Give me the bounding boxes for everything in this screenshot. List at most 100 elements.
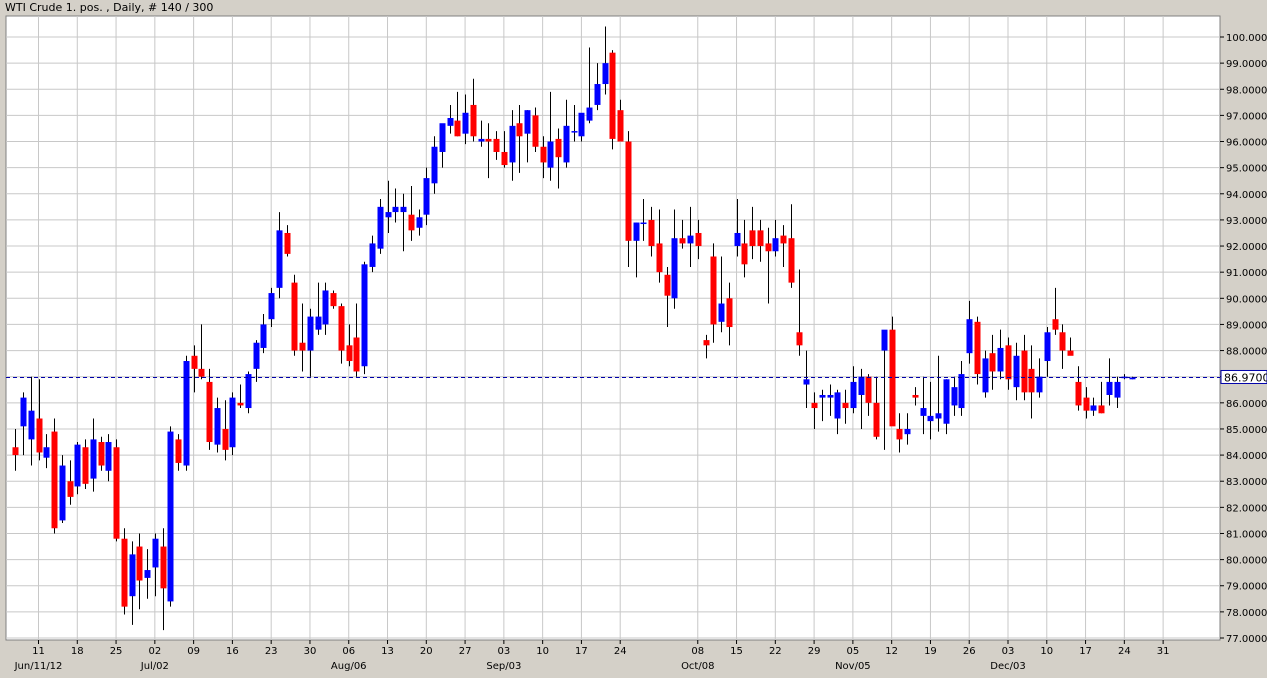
candle xyxy=(307,308,314,377)
x-tick-label: 20 xyxy=(420,646,433,657)
candle-body-down xyxy=(765,243,772,252)
candle-body-up xyxy=(385,212,392,218)
candle-body-up xyxy=(377,206,384,249)
candle xyxy=(625,131,632,267)
candle-body-up xyxy=(260,324,267,348)
candle xyxy=(144,549,151,599)
candle-body-up xyxy=(803,379,810,385)
candle-body-up xyxy=(439,123,446,152)
candle-body-up xyxy=(478,138,485,142)
candle xyxy=(594,63,601,111)
last-price-label: 86.9700 xyxy=(1224,371,1267,384)
candle xyxy=(423,167,430,226)
candle-body-down xyxy=(540,146,547,163)
candle xyxy=(974,316,981,385)
candle-body-up xyxy=(1036,376,1043,393)
candle-body-down xyxy=(695,232,702,247)
candle xyxy=(555,128,562,189)
candle-body-down xyxy=(353,337,360,372)
candle-body-down xyxy=(989,353,996,372)
candle xyxy=(811,392,818,429)
candle-body-up xyxy=(28,410,35,440)
candle xyxy=(12,428,19,471)
candle-body-down xyxy=(656,243,663,273)
candle xyxy=(400,193,407,252)
candle xyxy=(315,282,322,335)
candle xyxy=(718,256,725,333)
candle-body-up xyxy=(268,293,275,320)
candle-body-up xyxy=(586,107,593,121)
y-tick-label: 95.0000 xyxy=(1226,164,1267,175)
candle-body-up xyxy=(229,397,236,448)
x-tick-label: 03 xyxy=(497,646,510,657)
candle xyxy=(989,334,996,390)
candle xyxy=(338,303,345,364)
y-tick-label: 90.0000 xyxy=(1226,294,1267,305)
candle-body-down xyxy=(780,235,787,244)
candle xyxy=(416,209,423,236)
x-tick-label: 18 xyxy=(71,646,84,657)
y-tick-label: 100.0000 xyxy=(1226,33,1267,44)
y-tick-label: 86.0000 xyxy=(1226,399,1267,410)
x-tick-label: 27 xyxy=(459,646,472,657)
candle xyxy=(431,136,438,194)
x-tick-label: 31 xyxy=(1157,646,1170,657)
y-tick-label: 89.0000 xyxy=(1226,320,1267,331)
candle xyxy=(447,104,454,134)
candle-body-up xyxy=(997,347,1004,372)
candle xyxy=(640,199,647,241)
candle-body-down xyxy=(796,332,803,346)
candle xyxy=(656,209,663,283)
candle xyxy=(222,400,229,461)
candle xyxy=(687,206,694,267)
candle-body-up xyxy=(462,112,469,134)
candle xyxy=(741,219,748,278)
candle-body-down xyxy=(1098,405,1105,414)
candle-body-up xyxy=(571,131,578,133)
candle-body-up xyxy=(423,178,430,215)
candle-body-down xyxy=(648,219,655,247)
candle xyxy=(920,376,927,435)
y-tick-label: 97.0000 xyxy=(1226,111,1267,122)
candle-body-down xyxy=(67,481,74,497)
candle xyxy=(664,266,671,328)
y-tick-label: 77.0000 xyxy=(1226,634,1267,645)
candle-body-up xyxy=(850,381,857,409)
x-tick-label: 17 xyxy=(1079,646,1092,657)
y-tick-label: 84.0000 xyxy=(1226,451,1267,462)
candle-body-up xyxy=(509,125,516,163)
candle-body-down xyxy=(710,256,717,325)
candle-body-up xyxy=(966,319,973,354)
candle-body-down xyxy=(896,428,903,440)
candle-body-up xyxy=(827,394,834,398)
candle xyxy=(1114,376,1121,409)
x-tick-label: 12 xyxy=(885,646,898,657)
x-tick-label: 17 xyxy=(575,646,588,657)
candle-body-up xyxy=(834,392,841,419)
candle-body-down xyxy=(516,123,523,137)
candle xyxy=(1106,358,1113,406)
y-tick-label: 94.0000 xyxy=(1226,190,1267,201)
candle xyxy=(710,243,717,343)
candle xyxy=(788,204,795,288)
candle-body-down xyxy=(338,306,345,351)
candle xyxy=(780,225,787,267)
y-tick-label: 96.0000 xyxy=(1226,138,1267,149)
candle xyxy=(36,379,43,461)
x-tick-label: 13 xyxy=(381,646,394,657)
candle xyxy=(454,91,461,137)
candle xyxy=(547,91,554,181)
candle xyxy=(749,206,756,260)
candle-body-down xyxy=(726,298,733,328)
candle-body-down xyxy=(82,447,89,484)
candle xyxy=(291,274,298,356)
y-tick-label: 88.0000 xyxy=(1226,347,1267,358)
candle xyxy=(121,528,128,615)
candle xyxy=(912,387,919,406)
candle xyxy=(532,107,539,152)
candle xyxy=(51,418,58,534)
candles xyxy=(12,26,1136,631)
candle-body-down xyxy=(679,238,686,244)
month-label: Aug/06 xyxy=(331,661,367,672)
